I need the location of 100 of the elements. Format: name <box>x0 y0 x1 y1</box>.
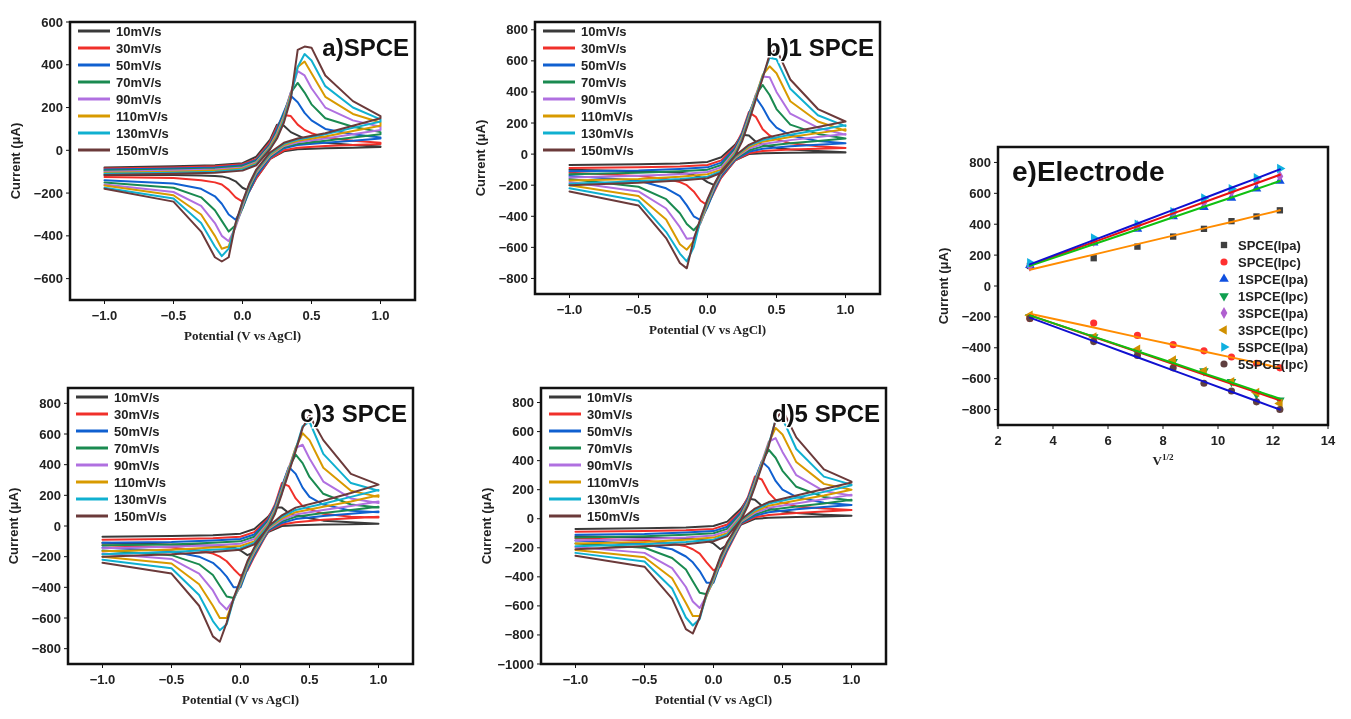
x-tick-label: −1.0 <box>91 308 118 323</box>
y-tick-label: −400 <box>504 569 534 585</box>
x-tick-label: −0.5 <box>625 302 652 317</box>
legend-label: 10mV/s <box>116 24 162 39</box>
y-tick-label: 0 <box>983 278 991 294</box>
legend-label: 90mV/s <box>581 92 627 107</box>
x-tick-label: 6 <box>1104 433 1112 448</box>
chart-title: e)Electrode <box>1012 156 1165 187</box>
text: b)1 SPCE <box>765 34 874 61</box>
y-tick-label: −200 <box>504 540 534 556</box>
y-axis-title: Current (μA) <box>936 247 951 325</box>
y-tick-label: 400 <box>39 457 61 473</box>
x-tick-label: 14 <box>1320 433 1336 448</box>
y-tick-label: 200 <box>969 247 991 263</box>
y-axis-title: Current (μA) <box>8 122 23 200</box>
y-axis-title: Current (μA) <box>479 487 494 565</box>
y-tick-label: 200 <box>41 100 63 116</box>
y-tick-label: 0 <box>53 518 61 534</box>
y-tick-label: 600 <box>512 424 534 440</box>
x-tick-label: 12 <box>1265 433 1281 448</box>
legend-label: 130mV/s <box>116 126 169 141</box>
y-tick-label: −600 <box>33 271 63 287</box>
legend-label: 3SPCE(Ipa) <box>1238 306 1309 321</box>
legend-label: 50mV/s <box>114 424 160 439</box>
x-tick-label: 0.5 <box>767 302 786 317</box>
legend-label: SPCE(Ipc) <box>1238 255 1301 270</box>
x-tick-label: −1.0 <box>556 302 583 317</box>
y-tick-label: 600 <box>506 53 528 69</box>
y-tick-label: 800 <box>506 22 528 38</box>
y-tick-label: −200 <box>498 177 528 193</box>
legend-label: 30mV/s <box>114 407 160 422</box>
x-tick-label: 0.0 <box>704 672 723 687</box>
x-tick-label: −0.5 <box>158 672 185 687</box>
y-tick-label: −400 <box>498 208 528 224</box>
legend-label: 1SPCE(Ipc) <box>1238 289 1309 304</box>
legend-label: 30mV/s <box>116 41 162 56</box>
x-tick-label: 1.0 <box>369 672 388 687</box>
legend-label: 70mV/s <box>116 75 162 90</box>
y-tick-label: 400 <box>506 84 528 100</box>
legend-label: 110mV/s <box>587 475 640 490</box>
legend-label: 150mV/s <box>116 143 169 158</box>
y-tick-label: 600 <box>39 426 61 442</box>
y-tick-label: 0 <box>520 146 528 162</box>
x-tick-label: 0.0 <box>231 672 250 687</box>
x-axis-title: Potential (V vs AgCl) <box>648 322 767 337</box>
x-tick-label: −1.0 <box>89 672 116 687</box>
legend-label: 3SPCE(Ipc) <box>1238 323 1309 338</box>
x-tick-label: 4 <box>1049 433 1058 448</box>
x-tick-label: 1.0 <box>836 302 855 317</box>
text: c)3 SPCE <box>300 400 407 427</box>
legend-label: 150mV/s <box>114 509 167 524</box>
y-tick-label: 0 <box>526 511 534 527</box>
y-tick-label: 0 <box>55 142 63 158</box>
y-tick-label: −800 <box>504 627 534 643</box>
legend-label: 1SPCE(Ipa) <box>1238 272 1309 287</box>
x-tick-label: −1.0 <box>562 672 589 687</box>
x-axis-title: Potential (V vs AgCl) <box>181 692 300 707</box>
y-tick-label: −600 <box>961 371 991 387</box>
legend-label: 10mV/s <box>587 390 633 405</box>
x-tick-label: −0.5 <box>631 672 658 687</box>
legend-label: 110mV/s <box>581 109 634 124</box>
y-tick-label: 800 <box>39 395 61 411</box>
legend-label: 110mV/s <box>114 475 167 490</box>
legend-label: 110mV/s <box>116 109 169 124</box>
y-tick-label: 400 <box>512 453 534 469</box>
y-tick-label: −800 <box>961 402 991 418</box>
text: a)SPCE <box>322 34 409 61</box>
x-tick-label: 0.5 <box>302 308 321 323</box>
x-tick-label: 0.5 <box>300 672 319 687</box>
y-tick-label: −200 <box>33 185 63 201</box>
x-tick-label: 0.5 <box>773 672 792 687</box>
legend-label: 30mV/s <box>581 41 627 56</box>
x-tick-label: 10 <box>1210 433 1226 448</box>
y-tick-label: −400 <box>31 579 61 595</box>
legend-label: 30mV/s <box>587 407 633 422</box>
y-tick-label: −400 <box>33 228 63 244</box>
y-tick-label: −800 <box>31 641 61 657</box>
x-axis-title: Potential (V vs AgCl) <box>654 692 773 707</box>
x-tick-label: 8 <box>1159 433 1167 448</box>
legend-label: 70mV/s <box>114 441 160 456</box>
x-tick-label: −0.5 <box>160 308 187 323</box>
y-tick-label: −600 <box>31 610 61 626</box>
y-tick-label: 600 <box>41 14 63 30</box>
legend-label: 10mV/s <box>581 24 627 39</box>
legend-label: 70mV/s <box>587 441 633 456</box>
y-tick-label: 200 <box>512 482 534 498</box>
y-tick-label: −200 <box>31 549 61 565</box>
y-tick-label: 400 <box>41 57 63 73</box>
x-tick-label: 2 <box>994 433 1002 448</box>
x-tick-label: 1.0 <box>371 308 390 323</box>
legend-label: 130mV/s <box>587 492 640 507</box>
y-tick-label: −200 <box>961 309 991 325</box>
x-tick-label: 1.0 <box>842 672 861 687</box>
legend-label: 50mV/s <box>116 58 162 73</box>
y-tick-label: −600 <box>504 598 534 614</box>
y-tick-label: 600 <box>969 185 991 201</box>
x-axis-title: V$^{1/2}$ <box>1152 452 1174 468</box>
y-tick-label: 200 <box>39 487 61 503</box>
y-tick-label: −600 <box>498 239 528 255</box>
y-axis-title: Current (μA) <box>473 119 488 197</box>
